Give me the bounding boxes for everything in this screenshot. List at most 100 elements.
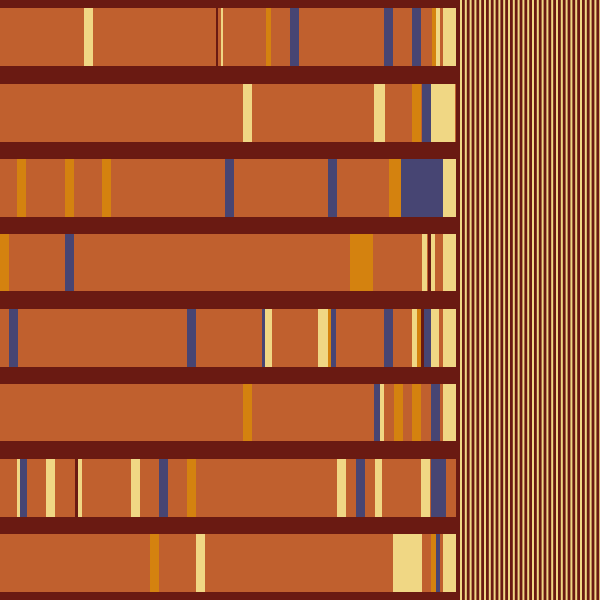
stripe [46,459,55,517]
stripe [374,84,385,142]
stripe [131,459,140,517]
stripe [356,459,365,517]
stripe [65,159,74,217]
comb-line [541,0,544,600]
stripe-band [0,459,456,517]
comb-line [469,0,472,600]
stripe [102,159,111,217]
stripe [75,459,78,517]
stripe [436,8,440,66]
stripe [428,234,431,291]
comb-line [503,0,506,600]
stripe-band [0,8,456,66]
comb-line [551,0,554,600]
stripe [187,309,196,367]
stripe [65,234,74,291]
comb-line [474,0,477,600]
stripe [331,309,336,367]
stripe [431,459,446,517]
stripe [216,8,218,66]
stripe [422,234,427,291]
stripe [374,384,380,441]
stripe [412,384,421,441]
stripe [431,384,440,441]
comb-line [560,0,563,600]
stripe [394,384,403,441]
stripe [350,234,367,291]
stripe [389,159,401,217]
stripe [20,459,27,517]
stripe [266,8,271,66]
stripe [443,309,456,367]
stripe [17,159,26,217]
stripe [412,84,421,142]
comb-line [512,0,515,600]
comb-line [570,0,573,600]
stripe [431,84,455,142]
comb-line [556,0,558,600]
comb-line [460,0,462,600]
stripe [84,8,93,66]
stripe [318,309,328,367]
stripe [384,8,393,66]
stripe-band [0,384,456,441]
stripe [328,309,331,367]
comb-line [517,0,520,600]
comb-line [575,0,578,600]
stripe [150,534,159,592]
stripe [443,384,456,441]
stripe [328,159,337,217]
stripe [243,84,252,142]
stripe [393,534,422,592]
comb-line [584,0,587,600]
stripe [9,309,18,367]
stripe-band [0,534,456,592]
stripe [431,534,436,592]
comb-line [589,0,592,600]
stripe [443,534,456,592]
comb-line [532,0,534,600]
stripe [432,8,436,66]
stripe [375,459,382,517]
stripe [225,159,234,217]
stripe [443,159,456,217]
stripe [436,534,440,592]
comb-line [498,0,501,600]
stripe [221,8,223,66]
stripe [159,459,168,517]
stripe [17,459,20,517]
stripe [412,309,417,367]
stripe [424,309,431,367]
comb-line [508,0,510,600]
stripe [380,384,384,441]
comb-line [565,0,568,600]
stripe [187,459,196,517]
comb-line [488,0,491,600]
stripe [243,384,252,441]
stripe-band [0,234,456,291]
comb-line [546,0,549,600]
stripe-band [0,84,456,142]
stripe [0,234,9,291]
stripe [262,309,265,367]
comb-line [580,0,582,600]
comb-line [484,0,486,600]
stripe [421,459,430,517]
comb-line [479,0,482,600]
comb-line [464,0,467,600]
stripe [367,234,373,291]
stripe [431,309,439,367]
stripe [290,8,299,66]
stripe [421,309,424,367]
comb-line [527,0,530,600]
stripe [431,234,435,291]
stripe-band [0,309,456,367]
comb-line [493,0,496,600]
comb-line [536,0,539,600]
stripe [443,234,456,291]
stripe [401,159,443,217]
stripe [196,534,205,592]
stripe [384,309,393,367]
